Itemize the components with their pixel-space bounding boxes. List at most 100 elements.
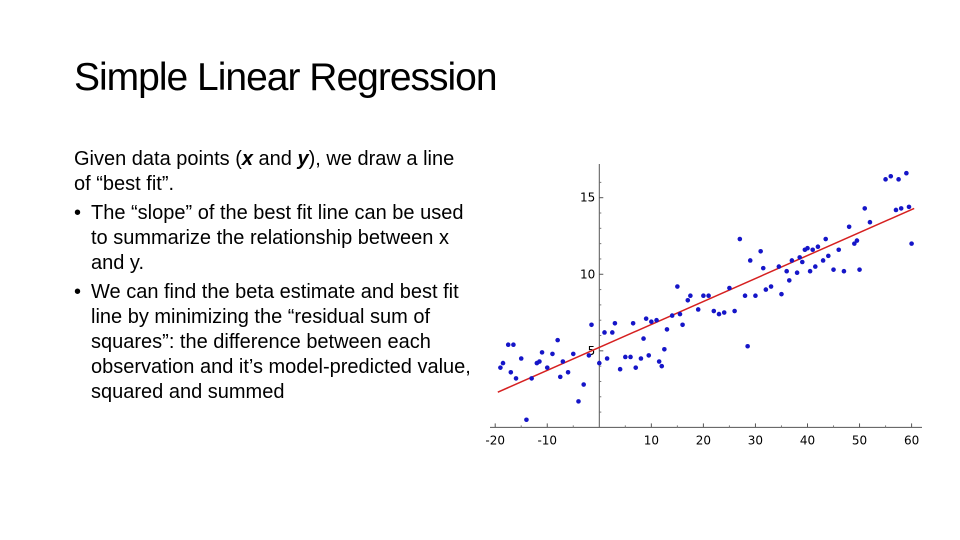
data-point (539, 350, 545, 355)
data-point (898, 206, 904, 211)
data-point (680, 322, 685, 328)
data-point (904, 170, 909, 176)
bullet-item-rss: • We can find the beta estimate and best … (74, 280, 474, 405)
intro-part-1: Given data points ( (74, 148, 242, 170)
data-point (677, 311, 683, 317)
data-point (836, 247, 842, 253)
data-point (685, 297, 691, 303)
data-point (701, 293, 706, 299)
data-point (544, 365, 550, 370)
data-point (883, 177, 888, 182)
intro-text: Given data points (x and y), we draw a l… (74, 147, 474, 197)
data-point (862, 206, 868, 211)
data-point (745, 343, 750, 349)
data-point (557, 374, 563, 380)
x-tick-label: -20 (486, 433, 505, 447)
data-point (664, 327, 670, 332)
data-point (500, 360, 506, 366)
data-point (675, 284, 680, 289)
data-point (760, 265, 766, 271)
data-point (852, 241, 857, 246)
x-tick-label: 30 (748, 433, 763, 447)
data-point (537, 359, 542, 364)
data-point (807, 268, 813, 274)
data-point (810, 247, 815, 253)
bullet-glyph: • (74, 281, 82, 303)
data-point (602, 330, 607, 335)
data-point (570, 351, 576, 357)
data-point (656, 359, 662, 364)
data-point (893, 207, 899, 213)
data-point (776, 264, 782, 269)
data-point (846, 224, 852, 230)
data-point (742, 293, 748, 299)
data-point (638, 356, 644, 361)
data-point (841, 268, 847, 274)
data-point (784, 268, 789, 274)
data-point (826, 253, 831, 259)
data-point (505, 342, 511, 348)
data-point (727, 285, 732, 291)
data-point (643, 316, 649, 321)
data-point (758, 248, 763, 254)
data-point (612, 320, 618, 326)
data-point (508, 369, 514, 375)
data-point (721, 310, 727, 315)
data-point (511, 342, 516, 348)
data-point (797, 255, 802, 260)
data-point (617, 366, 623, 372)
bullet-glyph: • (74, 202, 82, 224)
data-point (659, 363, 665, 369)
y-tick-label: 10 (580, 267, 595, 281)
data-point (747, 258, 753, 263)
data-point (906, 204, 912, 210)
data-point (813, 264, 818, 269)
data-point (753, 293, 758, 299)
x-tick-label: -10 (537, 433, 557, 447)
data-point (604, 356, 610, 361)
data-point (831, 267, 836, 272)
data-point (857, 267, 862, 272)
data-point (768, 284, 774, 289)
data-point (597, 360, 602, 366)
data-point (867, 219, 873, 225)
data-point (695, 307, 701, 312)
data-point (716, 311, 722, 317)
intro-x: x (241, 148, 253, 170)
y-tick-label: 15 (580, 191, 595, 205)
x-tick-label: 10 (644, 433, 659, 447)
data-point (823, 236, 829, 242)
bullet-item-slope: • The “slope” of the best fit line can be… (74, 201, 474, 276)
data-point (555, 337, 560, 343)
data-point (799, 259, 805, 265)
data-point (513, 376, 519, 381)
data-point (589, 322, 594, 328)
slide-body: Given data points (x and y), we draw a l… (74, 147, 474, 409)
regression-scatter-plot: -20-1010203040506051015 (486, 160, 926, 460)
data-point (576, 399, 581, 404)
data-point (805, 245, 810, 251)
bullet-text: The “slope” of the best fit line can be … (91, 202, 464, 274)
data-point (524, 417, 529, 423)
bullet-text: We can find the beta estimate and best f… (91, 281, 471, 403)
data-point (529, 376, 534, 381)
bullet-list: • The “slope” of the best fit line can be… (74, 201, 474, 405)
x-tick-label: 50 (852, 433, 867, 447)
data-point (581, 382, 586, 387)
data-point (820, 258, 826, 263)
intro-y: y (297, 148, 309, 170)
intro-and: and (253, 148, 298, 170)
data-point (854, 238, 860, 243)
data-point (732, 308, 737, 314)
data-point (646, 353, 652, 358)
data-point (550, 351, 555, 357)
intro-part-2: ), we draw a line of “best fit”. (74, 148, 455, 195)
data-point (779, 291, 784, 297)
data-point (794, 270, 800, 276)
data-point (688, 293, 693, 299)
data-point (630, 320, 636, 326)
data-point (628, 354, 633, 360)
data-point (669, 313, 675, 318)
data-point (706, 293, 711, 299)
data-point (649, 319, 654, 325)
